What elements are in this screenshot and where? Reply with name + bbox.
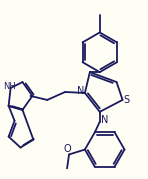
Text: N: N (77, 86, 85, 96)
Text: N: N (101, 115, 108, 125)
Text: NH: NH (3, 81, 16, 91)
Text: O: O (63, 144, 71, 154)
Text: S: S (123, 95, 130, 105)
